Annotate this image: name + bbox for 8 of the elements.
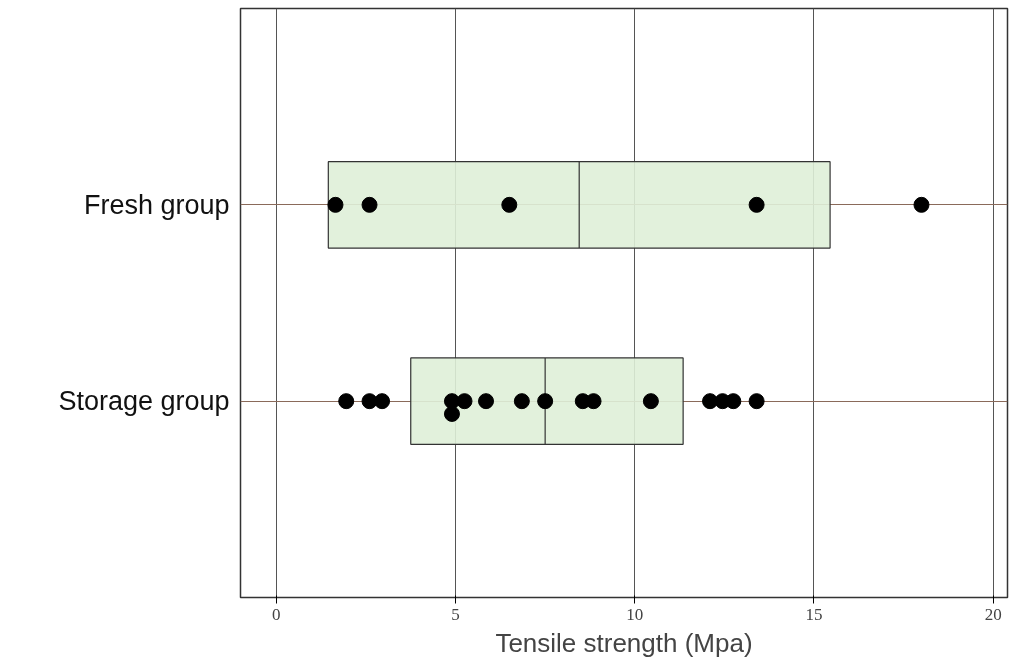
- y-tick-label: Fresh group: [83, 189, 230, 220]
- y-tick-label: Storage group: [58, 386, 230, 417]
- x-axis-title: Tensile strength (Mpa): [495, 627, 753, 658]
- x-tick-label: 0: [272, 604, 281, 624]
- x-tick-label: 5: [451, 604, 460, 624]
- x-tick-label: 10: [626, 604, 644, 624]
- x-tick-label: 15: [805, 604, 823, 624]
- x-tick-label: 20: [984, 604, 1002, 624]
